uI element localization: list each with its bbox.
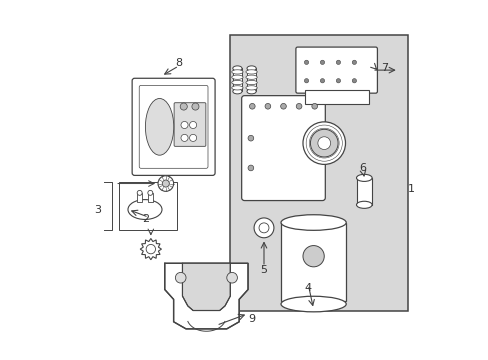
- Circle shape: [259, 223, 268, 233]
- Text: 6: 6: [359, 163, 366, 172]
- Ellipse shape: [231, 80, 243, 85]
- Ellipse shape: [145, 99, 173, 155]
- Circle shape: [247, 135, 253, 141]
- Bar: [119, 182, 177, 230]
- Circle shape: [254, 218, 273, 238]
- FancyBboxPatch shape: [132, 78, 215, 175]
- Circle shape: [191, 103, 199, 110]
- Circle shape: [336, 78, 340, 83]
- Circle shape: [264, 103, 270, 109]
- Circle shape: [311, 103, 317, 109]
- Circle shape: [336, 60, 340, 64]
- Circle shape: [189, 121, 196, 129]
- Bar: [356, 178, 371, 205]
- Circle shape: [181, 134, 188, 141]
- Circle shape: [280, 103, 286, 109]
- Ellipse shape: [245, 70, 257, 74]
- Bar: [230, 35, 407, 311]
- Text: 1: 1: [407, 184, 414, 194]
- Bar: [137, 193, 142, 202]
- Circle shape: [180, 103, 187, 110]
- Bar: [147, 193, 152, 202]
- Circle shape: [162, 180, 169, 187]
- Ellipse shape: [246, 89, 256, 94]
- Ellipse shape: [232, 66, 242, 71]
- Ellipse shape: [245, 75, 257, 79]
- Ellipse shape: [231, 75, 243, 79]
- Ellipse shape: [245, 80, 257, 85]
- Bar: [304, 90, 368, 104]
- FancyBboxPatch shape: [241, 96, 325, 201]
- Circle shape: [189, 134, 196, 141]
- Text: 7: 7: [380, 63, 387, 73]
- Ellipse shape: [231, 70, 243, 74]
- FancyBboxPatch shape: [174, 103, 205, 146]
- Circle shape: [158, 176, 173, 192]
- Circle shape: [249, 103, 255, 109]
- Bar: [246, 68, 256, 91]
- Text: 3: 3: [94, 205, 101, 215]
- FancyBboxPatch shape: [295, 47, 377, 93]
- Circle shape: [247, 165, 253, 171]
- Ellipse shape: [147, 190, 152, 195]
- Circle shape: [317, 137, 330, 149]
- Ellipse shape: [356, 201, 371, 208]
- Ellipse shape: [128, 199, 162, 220]
- Text: 5: 5: [260, 265, 267, 275]
- Ellipse shape: [137, 190, 142, 195]
- Ellipse shape: [231, 86, 243, 90]
- Circle shape: [303, 122, 345, 165]
- Circle shape: [303, 246, 324, 267]
- Circle shape: [351, 78, 356, 83]
- Circle shape: [320, 60, 324, 64]
- Ellipse shape: [246, 66, 256, 71]
- Text: 9: 9: [247, 314, 255, 324]
- Circle shape: [320, 78, 324, 83]
- Circle shape: [351, 60, 356, 64]
- Bar: [281, 222, 346, 301]
- Circle shape: [296, 103, 301, 109]
- Circle shape: [310, 129, 337, 157]
- Ellipse shape: [281, 215, 346, 230]
- Circle shape: [226, 273, 237, 283]
- Text: 2: 2: [142, 214, 148, 224]
- Bar: [232, 68, 242, 91]
- Circle shape: [304, 60, 308, 64]
- Polygon shape: [182, 263, 230, 311]
- Ellipse shape: [356, 174, 371, 181]
- Circle shape: [175, 273, 185, 283]
- Polygon shape: [140, 238, 161, 260]
- Ellipse shape: [281, 296, 346, 312]
- Circle shape: [181, 121, 188, 129]
- Circle shape: [146, 244, 155, 254]
- Ellipse shape: [245, 86, 257, 90]
- Polygon shape: [164, 263, 247, 329]
- Text: 4: 4: [304, 283, 311, 293]
- Circle shape: [304, 78, 308, 83]
- Text: 8: 8: [175, 58, 182, 68]
- Ellipse shape: [232, 89, 242, 94]
